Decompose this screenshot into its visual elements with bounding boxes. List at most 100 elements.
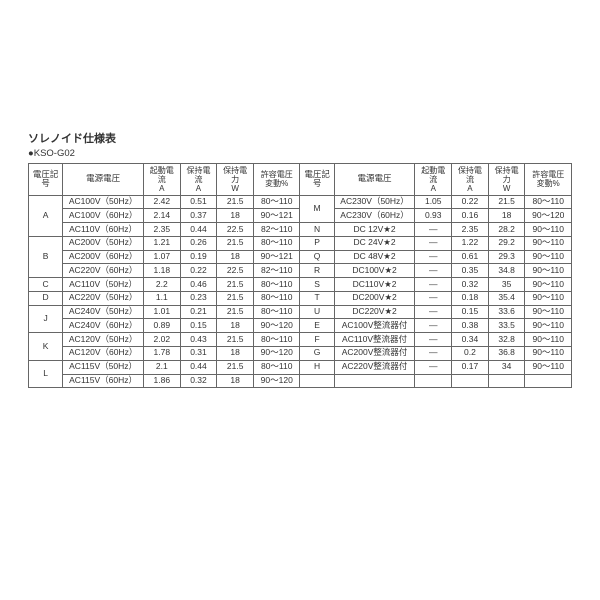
cell-val: 80～110 <box>525 195 572 209</box>
cell-val: 0.19 <box>180 250 217 264</box>
cell-val: 1.86 <box>143 374 180 388</box>
cell-sym: H <box>300 360 334 374</box>
cell-empty <box>300 374 334 388</box>
spec-table: 電圧記号 電源電圧 起動電流A 保持電流A 保持電力W 許容電圧変動% 電圧記号… <box>28 163 572 388</box>
hdr-power-r: 保持電力W <box>488 164 525 196</box>
cell-val: 0.37 <box>180 209 217 223</box>
cell-empty <box>415 374 452 388</box>
cell-val: 36.8 <box>488 346 525 360</box>
cell-val: — <box>415 305 452 319</box>
cell-val: 90～110 <box>525 223 572 237</box>
cell-volt: AC115V（60Hz） <box>63 374 144 388</box>
table-row: DAC220V（50Hz）1.10.2321.580～110TDC200V★2—… <box>29 291 572 305</box>
cell-val: — <box>415 236 452 250</box>
table-row: AC115V（60Hz）1.860.321890～120 <box>29 374 572 388</box>
cell-val: 21.5 <box>217 360 254 374</box>
cell-val: 18 <box>488 209 525 223</box>
spec-title: ソレノイド仕様表 <box>28 130 572 146</box>
cell-volt: AC220V（60Hz） <box>63 264 144 278</box>
cell-sym: K <box>29 333 63 361</box>
cell-val: 2.35 <box>143 223 180 237</box>
cell-volt: DC200V★2 <box>334 291 415 305</box>
cell-val: 22.5 <box>217 264 254 278</box>
cell-val: — <box>415 319 452 333</box>
cell-val: 80～110 <box>254 291 300 305</box>
hdr-sym: 電圧記号 <box>29 164 63 196</box>
cell-val: 22.5 <box>217 223 254 237</box>
cell-val: 80～110 <box>254 360 300 374</box>
table-row: LAC115V（50Hz）2.10.4421.580～110HAC220V整流器… <box>29 360 572 374</box>
hdr-tol: 許容電圧変動% <box>254 164 300 196</box>
cell-val: 35.4 <box>488 291 525 305</box>
cell-val: 0.15 <box>452 305 489 319</box>
cell-val: 18 <box>217 374 254 388</box>
cell-volt: AC240V（50Hz） <box>63 305 144 319</box>
cell-volt: DC 48V★2 <box>334 250 415 264</box>
hdr-power: 保持電力W <box>217 164 254 196</box>
cell-val: 18 <box>217 319 254 333</box>
cell-val: 0.46 <box>180 278 217 292</box>
cell-val: 0.21 <box>180 305 217 319</box>
cell-val: 1.07 <box>143 250 180 264</box>
cell-val: 90～110 <box>525 333 572 347</box>
table-row: CAC110V（50Hz）2.20.4621.580～110SDC110V★2—… <box>29 278 572 292</box>
cell-val: 0.22 <box>180 264 217 278</box>
table-row: KAC120V（50Hz）2.020.4321.580～110FAC110V整流… <box>29 333 572 347</box>
cell-volt: AC120V（60Hz） <box>63 346 144 360</box>
cell-val: 90～110 <box>525 319 572 333</box>
cell-val: 21.5 <box>217 291 254 305</box>
cell-val: 21.5 <box>217 333 254 347</box>
cell-sym: A <box>29 195 63 236</box>
hdr-sym-r: 電圧記号 <box>300 164 334 196</box>
hdr-hold: 保持電流A <box>180 164 217 196</box>
cell-val: — <box>415 333 452 347</box>
cell-volt: AC100V（60Hz） <box>63 209 144 223</box>
cell-volt: AC230V（50Hz） <box>334 195 415 209</box>
table-row: BAC200V（50Hz）1.210.2621.580～110PDC 24V★2… <box>29 236 572 250</box>
cell-val: 90～120 <box>254 346 300 360</box>
cell-val: 2.14 <box>143 209 180 223</box>
cell-val: 0.31 <box>180 346 217 360</box>
cell-sym: B <box>29 236 63 277</box>
cell-val: 0.51 <box>180 195 217 209</box>
table-row: AC110V（60Hz）2.350.4422.582～110NDC 12V★2—… <box>29 223 572 237</box>
cell-sym: D <box>29 291 63 305</box>
cell-val: 0.44 <box>180 223 217 237</box>
cell-val: 0.26 <box>180 236 217 250</box>
cell-val: — <box>415 223 452 237</box>
cell-sym: F <box>300 333 334 347</box>
cell-empty <box>525 374 572 388</box>
cell-sym: P <box>300 236 334 250</box>
cell-val: 0.35 <box>452 264 489 278</box>
cell-val: 80～110 <box>254 278 300 292</box>
cell-val: 1.01 <box>143 305 180 319</box>
table-row: JAC240V（50Hz）1.010.2121.580～110UDC220V★2… <box>29 305 572 319</box>
cell-val: 0.38 <box>452 319 489 333</box>
cell-val: 0.89 <box>143 319 180 333</box>
cell-val: 1.1 <box>143 291 180 305</box>
cell-empty <box>488 374 525 388</box>
cell-val: 2.02 <box>143 333 180 347</box>
cell-volt: DC100V★2 <box>334 264 415 278</box>
cell-val: 2.1 <box>143 360 180 374</box>
cell-val: 2.42 <box>143 195 180 209</box>
cell-val: 33.5 <box>488 319 525 333</box>
cell-volt: AC200V（50Hz） <box>63 236 144 250</box>
cell-sym: M <box>300 195 334 223</box>
cell-val: 34 <box>488 360 525 374</box>
cell-volt: AC110V整流器付 <box>334 333 415 347</box>
cell-val: 0.17 <box>452 360 489 374</box>
table-row: AC200V（60Hz）1.070.191890～121QDC 48V★2—0.… <box>29 250 572 264</box>
cell-val: 80～110 <box>254 236 300 250</box>
cell-empty <box>334 374 415 388</box>
cell-val: 35 <box>488 278 525 292</box>
table-row: AC220V（60Hz）1.180.2222.582～110RDC100V★2—… <box>29 264 572 278</box>
cell-sym: U <box>300 305 334 319</box>
table-row: AC120V（60Hz）1.780.311890～120GAC200V整流器付—… <box>29 346 572 360</box>
cell-sym: Q <box>300 250 334 264</box>
cell-val: 33.6 <box>488 305 525 319</box>
cell-val: 21.5 <box>217 278 254 292</box>
cell-val: 80～110 <box>254 333 300 347</box>
spec-subtitle: ●KSO-G02 <box>28 148 572 159</box>
hdr-hold-r: 保持電流A <box>452 164 489 196</box>
